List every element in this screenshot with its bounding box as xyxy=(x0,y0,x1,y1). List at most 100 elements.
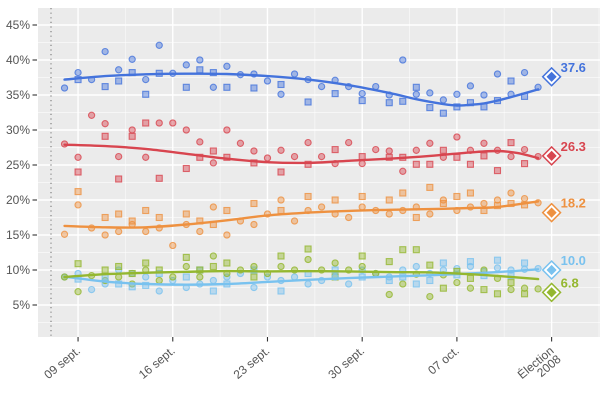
poll-point-green xyxy=(304,245,312,253)
poll-point-green xyxy=(453,278,461,287)
poll-point-red xyxy=(304,160,312,168)
poll-point-green xyxy=(358,262,366,271)
poll-point-green xyxy=(155,276,163,285)
poll-point-red xyxy=(412,160,420,168)
poll-point-red xyxy=(223,126,231,134)
poll-point-lightblue xyxy=(493,256,502,264)
poll-point-red xyxy=(101,132,109,140)
poll-point-green xyxy=(74,260,82,268)
poll-point-red xyxy=(331,146,339,154)
poll-point-blue xyxy=(101,83,109,91)
poll-point-green xyxy=(412,246,420,254)
poll-point-blue xyxy=(277,90,285,98)
poll-point-green xyxy=(439,284,447,292)
poll-point-red xyxy=(399,167,407,175)
poll-point-red xyxy=(385,147,393,155)
poll-point-red xyxy=(507,152,515,161)
poll-point-orange xyxy=(466,189,474,197)
poll-point-red xyxy=(155,119,163,127)
poll-point-orange xyxy=(209,203,218,211)
trend-line-blue xyxy=(63,72,540,107)
poll-point-blue xyxy=(507,77,515,85)
poll-point-blue xyxy=(128,55,136,63)
poll-point-green xyxy=(385,290,393,299)
election-result-label-green: 6.8 xyxy=(561,275,579,290)
poll-point-lightblue xyxy=(209,287,217,295)
poll-point-blue xyxy=(304,98,312,106)
poll-point-orange xyxy=(480,199,488,208)
poll-point-blue xyxy=(439,109,447,117)
poll-point-green xyxy=(399,280,407,288)
poll-point-green xyxy=(358,252,366,260)
poll-point-blue xyxy=(426,89,434,97)
poll-point-green xyxy=(480,286,488,294)
y-axis-label: 40% xyxy=(6,53,30,67)
poll-point-red xyxy=(290,152,299,161)
poll-point-red xyxy=(87,111,96,119)
poll-point-green xyxy=(196,266,204,274)
poll-point-red xyxy=(277,146,285,154)
x-axis-label: 23 sept. xyxy=(231,344,273,382)
poll-point-green xyxy=(507,285,515,294)
election-result-marker-lightblue xyxy=(541,260,562,280)
poll-point-red xyxy=(480,139,488,147)
poll-point-lightblue xyxy=(345,280,353,288)
poll-point-red xyxy=(263,154,272,162)
poll-point-red xyxy=(453,133,461,141)
trend-line-green xyxy=(63,269,540,281)
poll-point-blue xyxy=(358,89,366,98)
poll-point-red xyxy=(115,152,123,161)
poll-point-red xyxy=(426,139,434,147)
poll-point-orange xyxy=(101,213,109,222)
poll-point-orange xyxy=(223,231,231,239)
poll-point-orange xyxy=(290,217,299,225)
poll-point-orange xyxy=(196,227,204,236)
poll-point-red xyxy=(182,164,190,173)
poll-point-red xyxy=(155,174,163,182)
poll-point-red xyxy=(520,145,529,154)
poll-point-blue xyxy=(182,83,190,91)
poll-point-blue xyxy=(223,62,231,70)
poll-point-red xyxy=(493,167,502,175)
poll-point-red xyxy=(250,159,258,167)
poll-point-blue xyxy=(493,70,502,78)
poll-point-red xyxy=(209,147,217,155)
poll-point-blue xyxy=(358,97,366,105)
poll-point-green xyxy=(426,261,434,269)
poll-point-red xyxy=(439,146,447,154)
poll-point-blue xyxy=(209,83,218,91)
poll-point-red xyxy=(74,168,82,176)
poll-point-red xyxy=(345,138,353,147)
poll-point-orange xyxy=(358,192,366,201)
poll-point-lightblue xyxy=(142,273,150,281)
poll-point-blue xyxy=(60,84,69,92)
poll-point-green xyxy=(331,259,339,267)
poll-point-orange xyxy=(74,201,82,209)
poll-point-lightblue xyxy=(182,273,190,281)
poll-point-red xyxy=(480,152,488,160)
election-result-label-blue: 37.6 xyxy=(561,60,586,75)
poll-point-lightblue xyxy=(209,276,218,285)
poll-point-blue xyxy=(385,99,393,107)
poll-point-red xyxy=(358,159,366,168)
poll-point-orange xyxy=(345,213,353,222)
election-result-marker-red xyxy=(541,145,562,166)
poll-point-red xyxy=(507,139,515,147)
election-result-marker-green xyxy=(541,282,562,303)
poll-point-green xyxy=(466,284,475,292)
poll-point-red xyxy=(142,153,150,161)
poll-point-green xyxy=(304,255,312,264)
y-axis-label: 10% xyxy=(6,263,30,277)
poll-point-orange xyxy=(128,217,136,225)
poll-point-red xyxy=(466,160,474,168)
x-axis-label: Élection2008 xyxy=(514,343,564,391)
poll-point-orange xyxy=(169,241,177,250)
poll-point-green xyxy=(250,273,258,281)
poll-point-orange xyxy=(142,227,150,236)
poll-point-lightblue xyxy=(412,280,420,288)
poll-point-red xyxy=(128,132,136,140)
poll-point-orange xyxy=(304,192,312,201)
x-axis-label: 16 sept. xyxy=(136,344,178,382)
poll-point-orange xyxy=(507,189,515,197)
poll-point-green xyxy=(74,288,82,296)
